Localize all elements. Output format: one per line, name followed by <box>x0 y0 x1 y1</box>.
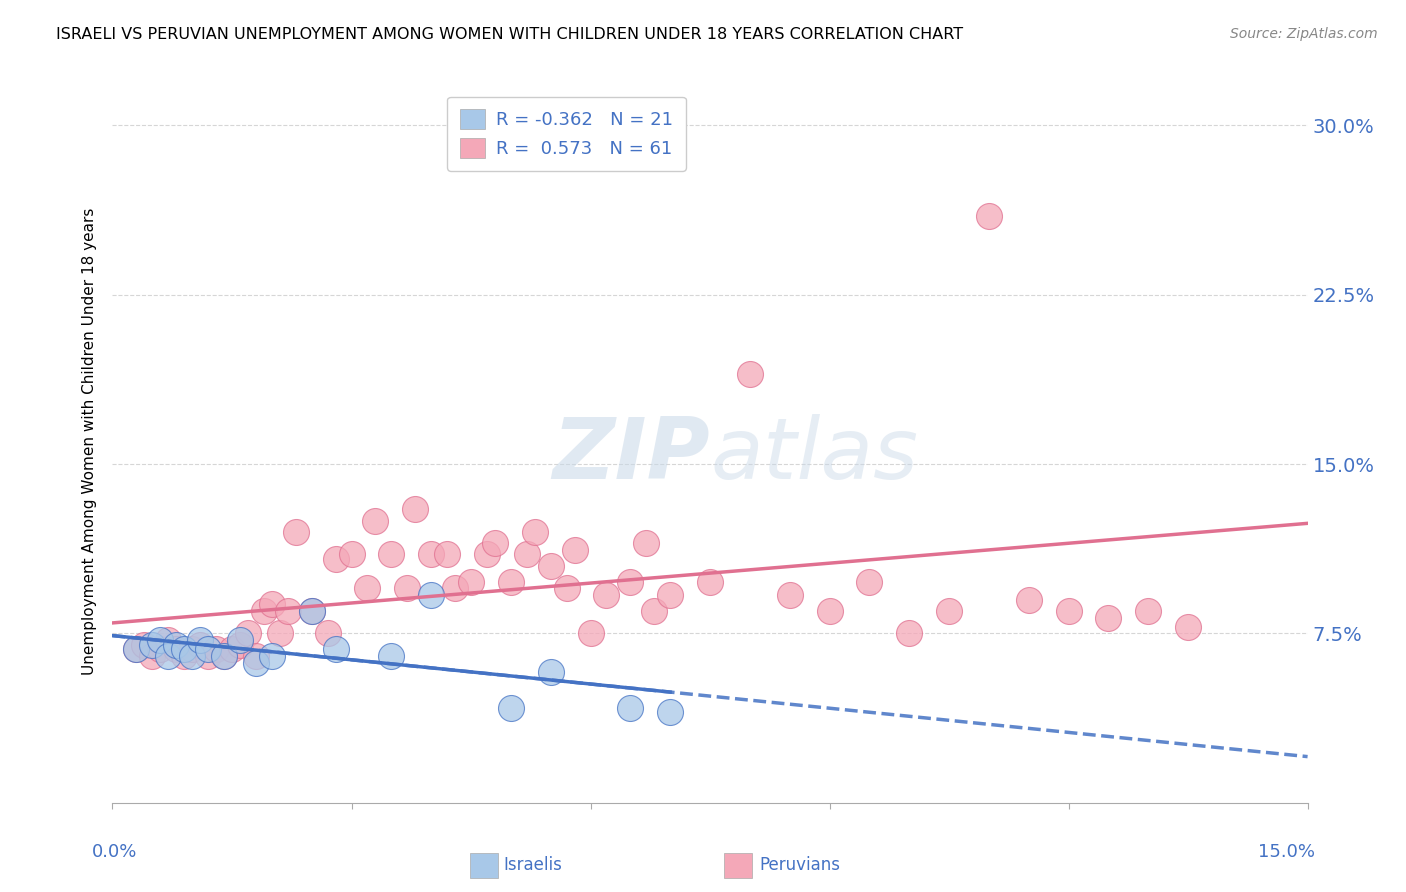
Point <box>738 367 761 381</box>
Point <box>181 648 204 663</box>
Point <box>898 626 921 640</box>
Point <box>212 648 235 663</box>
Text: ISRAELI VS PERUVIAN UNEMPLOYMENT AMONG WOMEN WITH CHILDREN UNDER 18 YEARS CORREL: ISRAELI VS PERUVIAN UNEMPLOYMENT AMONG W… <box>56 27 963 42</box>
Point <box>1097 610 1119 624</box>
Point <box>555 582 578 596</box>
Point <box>499 574 522 589</box>
Point <box>125 642 148 657</box>
Point <box>229 638 252 652</box>
Point <box>1057 604 1080 618</box>
Point <box>396 582 419 596</box>
Point <box>380 548 402 562</box>
Point <box>269 626 291 640</box>
Point <box>284 524 307 539</box>
Point <box>221 642 243 657</box>
Point <box>420 548 443 562</box>
Point <box>149 633 172 648</box>
Point <box>460 574 482 589</box>
Point <box>356 582 378 596</box>
Point <box>134 638 156 652</box>
Point <box>436 548 458 562</box>
Point <box>699 574 721 589</box>
Text: Peruvians: Peruvians <box>759 856 841 874</box>
Point <box>157 633 180 648</box>
Point <box>619 574 641 589</box>
Point <box>818 604 841 618</box>
Point <box>141 638 163 652</box>
Point <box>659 706 682 720</box>
Point <box>516 548 538 562</box>
Point <box>325 642 347 657</box>
Point <box>188 633 211 648</box>
Point <box>340 548 363 562</box>
Point <box>1177 620 1199 634</box>
Point <box>188 638 211 652</box>
Point <box>277 604 299 618</box>
Point <box>301 604 323 618</box>
Point <box>165 638 187 652</box>
Point <box>540 558 562 573</box>
Point <box>229 633 252 648</box>
Point <box>325 552 347 566</box>
Text: Israelis: Israelis <box>503 856 562 874</box>
Point <box>253 604 276 618</box>
Point <box>595 588 617 602</box>
Point <box>619 701 641 715</box>
Point <box>564 542 586 557</box>
Point <box>165 642 187 657</box>
Bar <box>724 853 752 878</box>
Point <box>364 514 387 528</box>
Point <box>858 574 880 589</box>
Point <box>540 665 562 679</box>
Text: ZIP: ZIP <box>553 415 710 498</box>
Point <box>523 524 546 539</box>
Point <box>779 588 801 602</box>
Point <box>643 604 665 618</box>
Point <box>301 604 323 618</box>
Point <box>197 642 219 657</box>
Text: Source: ZipAtlas.com: Source: ZipAtlas.com <box>1230 27 1378 41</box>
Point <box>636 536 658 550</box>
Point <box>420 588 443 602</box>
Point <box>475 548 498 562</box>
Point <box>149 642 172 657</box>
Point <box>499 701 522 715</box>
Point <box>404 502 426 516</box>
Point <box>260 597 283 611</box>
Point <box>1018 592 1040 607</box>
Point <box>380 648 402 663</box>
Legend: R = -0.362   N = 21, R =  0.573   N = 61: R = -0.362 N = 21, R = 0.573 N = 61 <box>447 96 686 170</box>
Point <box>977 209 1000 223</box>
Point <box>173 648 195 663</box>
Point <box>212 648 235 663</box>
Y-axis label: Unemployment Among Women with Children Under 18 years: Unemployment Among Women with Children U… <box>82 208 97 675</box>
Point <box>125 642 148 657</box>
Point <box>181 642 204 657</box>
Point <box>157 648 180 663</box>
Point <box>141 648 163 663</box>
Point <box>260 648 283 663</box>
Text: 15.0%: 15.0% <box>1257 843 1315 861</box>
Text: atlas: atlas <box>710 415 918 498</box>
Point <box>938 604 960 618</box>
Point <box>444 582 467 596</box>
Point <box>316 626 339 640</box>
Bar <box>470 853 498 878</box>
Point <box>197 648 219 663</box>
Point <box>245 656 267 670</box>
Point <box>1137 604 1160 618</box>
Point <box>205 642 228 657</box>
Point <box>579 626 602 640</box>
Point <box>245 648 267 663</box>
Point <box>173 642 195 657</box>
Point <box>484 536 506 550</box>
Point <box>659 588 682 602</box>
Point <box>236 626 259 640</box>
Text: 0.0%: 0.0% <box>91 843 136 861</box>
